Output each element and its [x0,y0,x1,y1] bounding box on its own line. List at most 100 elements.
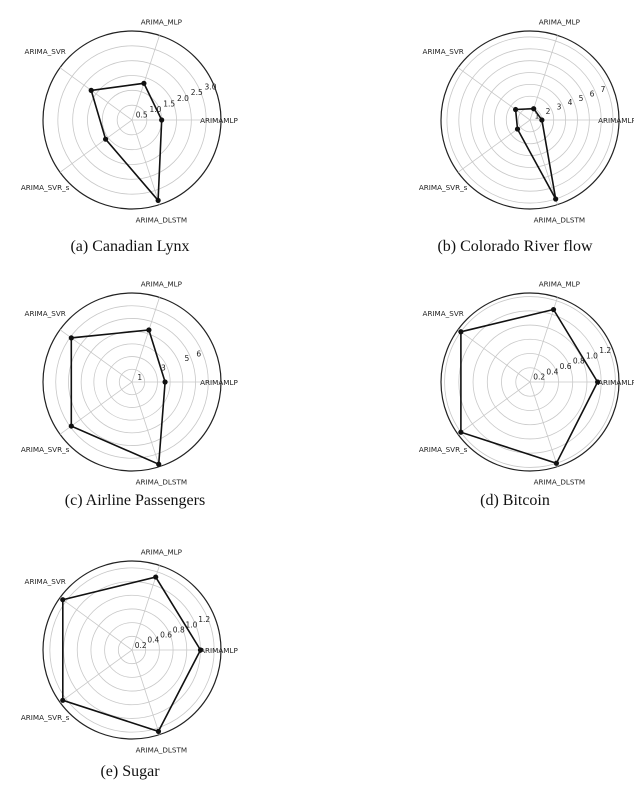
data-point-2 [512,106,519,113]
caption-bitcoin: (d) Bitcoin [480,492,550,509]
radar-chart-4: ARIMAMLP ARIMA_MLP ARIMA_SVR ARIMA_SVR_s ARI… [21,548,239,755]
data-point-3 [458,429,464,435]
category-label-4: ARIMA_DLSTM [534,477,585,486]
radial-tick-label-2: 3 [161,364,166,373]
category-label-4: ARIMA_DLSTM [136,745,187,754]
data-point-0 [539,117,545,123]
spoke-1 [529,35,558,121]
category-label-3: ARIMA_SVR_s [419,183,468,192]
caption-sugar: (e) Sugar [100,763,160,780]
category-label-1: ARIMA_MLP [539,18,581,27]
category-label-2: ARIMA_SVR [25,577,66,586]
radial-tick-label-0: 0.2 [135,641,147,650]
category-label-2: ARIMA_SVR [25,309,66,318]
radial-tick-label-1: 0.4 [546,367,558,376]
category-label-3: ARIMA_SVR_s [21,713,70,722]
data-point-4 [553,196,559,202]
radial-tick-label-5: 6 [590,89,595,98]
category-label-0: ARIMAMLP [598,378,634,387]
radial-tick-label-3: 4 [568,98,573,107]
radial-tick-label-3: 0.8 [573,357,585,366]
radial-tick-label-4: 2.5 [191,88,203,97]
radial-tick-label-5: 1.2 [198,615,210,624]
data-point-1 [153,574,159,580]
data-point-3 [68,423,74,429]
series-polygon [460,308,599,465]
radial-tick-label-1: 0.4 [147,636,159,645]
radial-tick-label-4: 1.0 [186,620,198,629]
data-point-1 [531,106,537,112]
series-polygon [61,576,202,733]
data-point-1 [146,327,152,333]
category-label-3: ARIMA_SVR_s [21,445,70,454]
data-point-4 [155,197,161,204]
category-label-0: ARIMAMLP [598,116,634,125]
category-label-0: ARIMAMLP [200,378,238,387]
data-point-0 [595,379,601,385]
radial-tick-label-6: 7 [601,85,606,94]
caption-airline-passengers: (c) Airline Passengers [64,492,206,509]
radar-chart-0: ARIMAMLP ARIMA_MLP ARIMA_SVR ARIMA_SVR_s ARI… [21,18,239,225]
data-point-1 [141,80,147,86]
radial-tick-label-0: 0.5 [136,110,148,119]
radial-tick-label-5: 6 [196,349,201,358]
spoke-4 [529,381,558,467]
radial-tick-label-1: 1.0 [150,105,162,114]
caption-colorado-river-flow: (b) Colorado River flow [437,238,593,255]
radial-tick-label-5: 3.0 [205,83,217,92]
radial-tick-label-3: 0.8 [173,625,185,634]
radial-tick-label-2: 1.5 [163,99,175,108]
category-label-1: ARIMA_MLP [141,280,183,289]
category-label-2: ARIMA_SVR [423,309,464,318]
radial-tick-label-3: 2.0 [177,94,189,103]
radial-tick-label-5: 1.2 [599,346,611,355]
radial-tick-label-2: 0.6 [560,362,572,371]
category-label-0: ARIMAMLP [200,116,238,125]
data-point-2 [68,335,74,341]
data-point-2 [458,329,464,335]
spoke-4 [131,381,160,467]
data-point-0 [197,647,204,653]
series-polygon [90,82,163,203]
radial-tick-label-0: 1 [535,112,540,121]
data-point-0 [159,117,165,123]
radar-chart-2: ARIMAMLP ARIMA_MLP ARIMA_SVR ARIMA_SVR_s ARI… [21,280,239,487]
spoke-3 [59,649,133,703]
radial-tick-label-0: 1 [137,373,142,382]
category-label-3: ARIMA_SVR_s [21,183,70,192]
spoke-1 [131,297,160,383]
radar-chart-1: ARIMAMLP ARIMA_MLP ARIMA_SVR ARIMA_SVR_s ARI… [419,18,634,225]
category-label-2: ARIMA_SVR [423,47,464,56]
data-point-3 [102,136,109,142]
data-point-2 [60,597,66,603]
data-point-3 [514,126,521,132]
data-point-1 [550,306,557,313]
radial-tick-label-2: 0.6 [160,631,172,640]
category-label-0: ARIMAMLP [200,646,238,655]
spoke-2 [59,597,133,651]
category-label-1: ARIMA_MLP [141,18,183,27]
series-polygon [514,107,557,200]
category-label-1: ARIMA_MLP [539,280,581,289]
radial-tick-label-0: 0.2 [533,373,545,382]
radar-chart-3: ARIMAMLP ARIMA_MLP ARIMA_SVR ARIMA_SVR_s ARI… [419,280,634,487]
category-label-4: ARIMA_DLSTM [136,477,187,486]
radial-tick-label-2: 3 [557,103,562,112]
data-point-2 [88,87,94,93]
radial-tick-label-1: 2 [546,107,551,116]
caption-canadian-lynx: (a) Canadian Lynx [70,238,190,255]
category-label-3: ARIMA_SVR_s [419,445,468,454]
series-polygon [70,329,166,466]
spoke-3 [59,119,133,173]
data-point-4 [155,728,162,734]
category-label-4: ARIMA_DLSTM [136,215,187,224]
radial-tick-label-4: 1.0 [586,351,598,360]
spoke-2 [457,329,531,383]
spoke-4 [131,119,160,205]
spoke-1 [131,35,160,121]
category-label-2: ARIMA_SVR [25,47,66,56]
radial-tick-label-4: 5 [185,354,190,363]
category-label-1: ARIMA_MLP [141,548,183,557]
